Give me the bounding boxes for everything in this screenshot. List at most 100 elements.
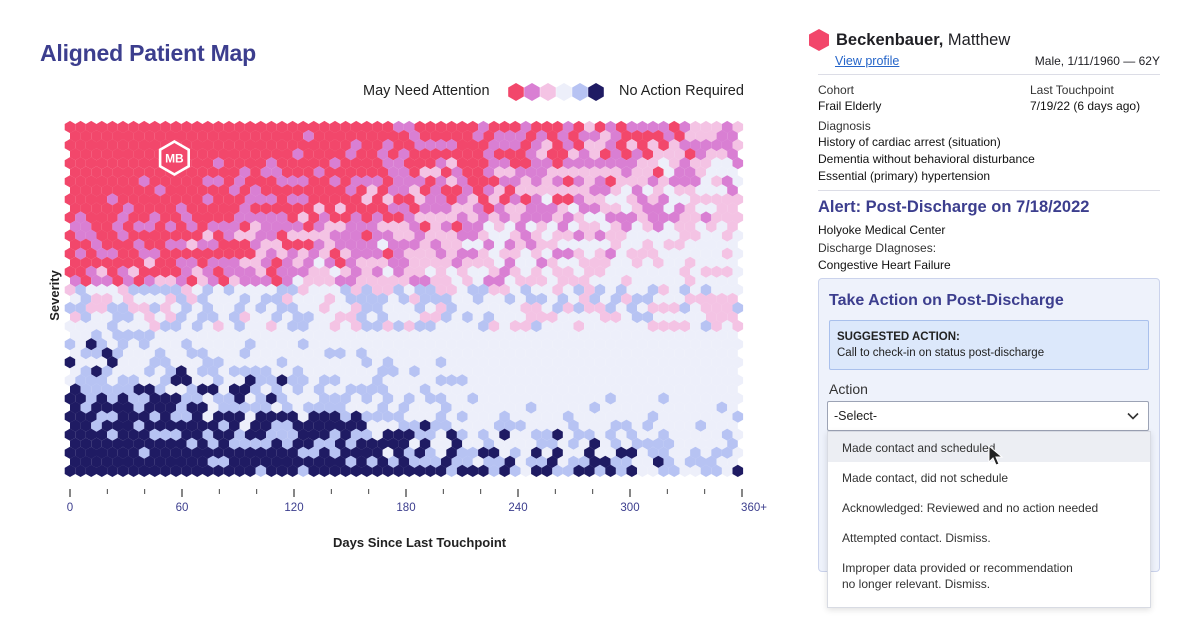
hex-cell	[91, 292, 102, 306]
hex-map-chart[interactable]: MB0 60 120 180 240 300 360+	[0, 0, 780, 560]
hex-cell	[218, 274, 229, 287]
hex-cell	[568, 347, 579, 360]
menu-option-made-contact-not-scheduled[interactable]: Made contact, did not schedule	[828, 462, 1150, 492]
hex-cell	[663, 329, 675, 342]
hex-cell	[430, 455, 441, 468]
hex-cell	[398, 419, 410, 432]
hex-cell	[509, 265, 521, 278]
hex-cell	[149, 301, 161, 315]
hex-cell	[313, 311, 325, 324]
hex-cell	[266, 356, 277, 369]
hex-cell	[690, 428, 701, 441]
hex-cell	[91, 329, 102, 342]
hex-cell	[117, 301, 129, 315]
hex-cell	[727, 383, 738, 396]
hex-cell	[244, 211, 256, 224]
hex-cell	[138, 301, 150, 315]
hex-cell	[207, 419, 219, 432]
hex-cell	[361, 446, 373, 459]
hex-cell	[711, 338, 722, 351]
hex-cell	[382, 320, 394, 333]
hex-cell	[340, 120, 351, 134]
hex-cell	[366, 437, 378, 450]
hex-cell	[547, 419, 558, 432]
hex-cell	[107, 392, 118, 405]
hex-cell	[255, 446, 267, 459]
menu-option-improper-data[interactable]: Improper data provided or recommendation…	[828, 552, 1150, 607]
chevron-down-icon	[1127, 412, 1139, 420]
legend-swatch	[540, 83, 556, 101]
hex-cell	[658, 301, 669, 315]
hex-cell	[578, 347, 590, 360]
hex-cell	[467, 301, 479, 315]
hex-cell	[721, 283, 733, 296]
hex-cell	[297, 320, 309, 333]
hex-cell	[239, 202, 251, 215]
hex-cell	[144, 130, 155, 143]
hex-cell	[600, 383, 611, 396]
hex-cell	[684, 437, 696, 450]
action-select[interactable]: -Select-	[827, 401, 1149, 431]
hex-cell	[117, 464, 129, 477]
hex-cell	[128, 139, 139, 152]
hex-cell	[329, 247, 341, 260]
hex-cell	[711, 211, 722, 224]
hex-cell	[488, 175, 500, 188]
hex-cell	[361, 392, 373, 405]
menu-option-acknowledged[interactable]: Acknowledged: Reviewed and no action nee…	[828, 492, 1150, 522]
hex-cell	[700, 338, 712, 351]
hex-cell	[287, 320, 298, 333]
hex-cell	[377, 274, 388, 287]
hex-cell	[377, 437, 388, 450]
hex-cell	[456, 356, 468, 369]
hex-cell	[70, 292, 81, 306]
hex-cell	[483, 220, 494, 233]
hex-cell	[123, 383, 134, 396]
hex-cell	[234, 211, 245, 224]
hex-cell	[557, 148, 569, 161]
hex-cell	[181, 175, 192, 188]
hex-cell	[350, 211, 362, 224]
hex-cell	[610, 455, 622, 468]
hex-cell	[425, 301, 436, 315]
hex-cell	[456, 193, 468, 206]
hex-cell	[297, 410, 309, 423]
hex-cell	[706, 238, 717, 251]
hex-cell	[663, 455, 675, 468]
hex-cell	[138, 356, 150, 369]
hex-cell	[690, 320, 701, 333]
hex-cell	[350, 428, 362, 441]
hex-cell	[504, 383, 516, 396]
hex-cell	[488, 374, 500, 387]
hex-cell	[515, 329, 526, 342]
patient-marker[interactable]: MB	[158, 140, 190, 176]
hex-cell	[488, 211, 500, 224]
hex-cell	[133, 311, 145, 324]
hex-cell	[515, 220, 526, 233]
hex-cell	[642, 383, 653, 396]
hex-cell	[494, 220, 505, 233]
menu-option-attempted-contact[interactable]: Attempted contact. Dismiss.	[828, 522, 1150, 552]
hex-cell	[123, 401, 134, 414]
hex-cell	[589, 292, 600, 306]
hex-cell	[642, 238, 653, 251]
hex-cell	[117, 139, 129, 152]
hex-cell	[414, 338, 426, 351]
hex-cell	[589, 365, 600, 378]
hex-cell	[239, 455, 251, 468]
hex-cell	[605, 464, 616, 477]
hex-cell	[721, 320, 733, 333]
hex-cell	[250, 148, 261, 161]
hex-cell	[372, 247, 383, 260]
hex-cell	[647, 139, 659, 152]
hex-cell	[91, 202, 102, 215]
hex-cell	[509, 338, 521, 351]
hex-cell	[488, 157, 500, 170]
view-profile-link[interactable]: View profile	[835, 54, 900, 68]
hex-cell	[282, 329, 293, 342]
hex-cell	[679, 139, 691, 152]
hex-cell	[456, 265, 468, 278]
hex-cell	[372, 410, 383, 423]
hex-cell	[276, 446, 288, 459]
hex-cell	[690, 247, 701, 260]
